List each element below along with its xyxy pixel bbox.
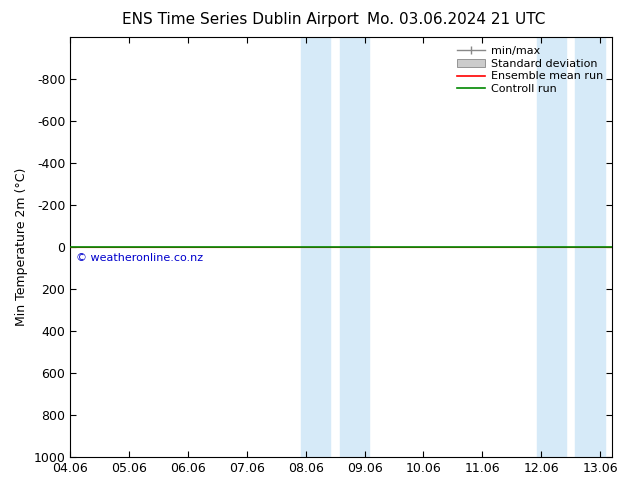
- Y-axis label: Min Temperature 2m (°C): Min Temperature 2m (°C): [15, 168, 28, 326]
- Text: Mo. 03.06.2024 21 UTC: Mo. 03.06.2024 21 UTC: [367, 12, 546, 27]
- Bar: [301, 37, 330, 457]
- Bar: [340, 37, 370, 457]
- Legend: min/max, Standard deviation, Ensemble mean run, Controll run: min/max, Standard deviation, Ensemble me…: [454, 43, 606, 98]
- Text: ENS Time Series Dublin Airport: ENS Time Series Dublin Airport: [122, 12, 359, 27]
- Bar: [536, 37, 566, 457]
- Bar: [576, 37, 605, 457]
- Text: © weatheronline.co.nz: © weatheronline.co.nz: [76, 253, 204, 264]
